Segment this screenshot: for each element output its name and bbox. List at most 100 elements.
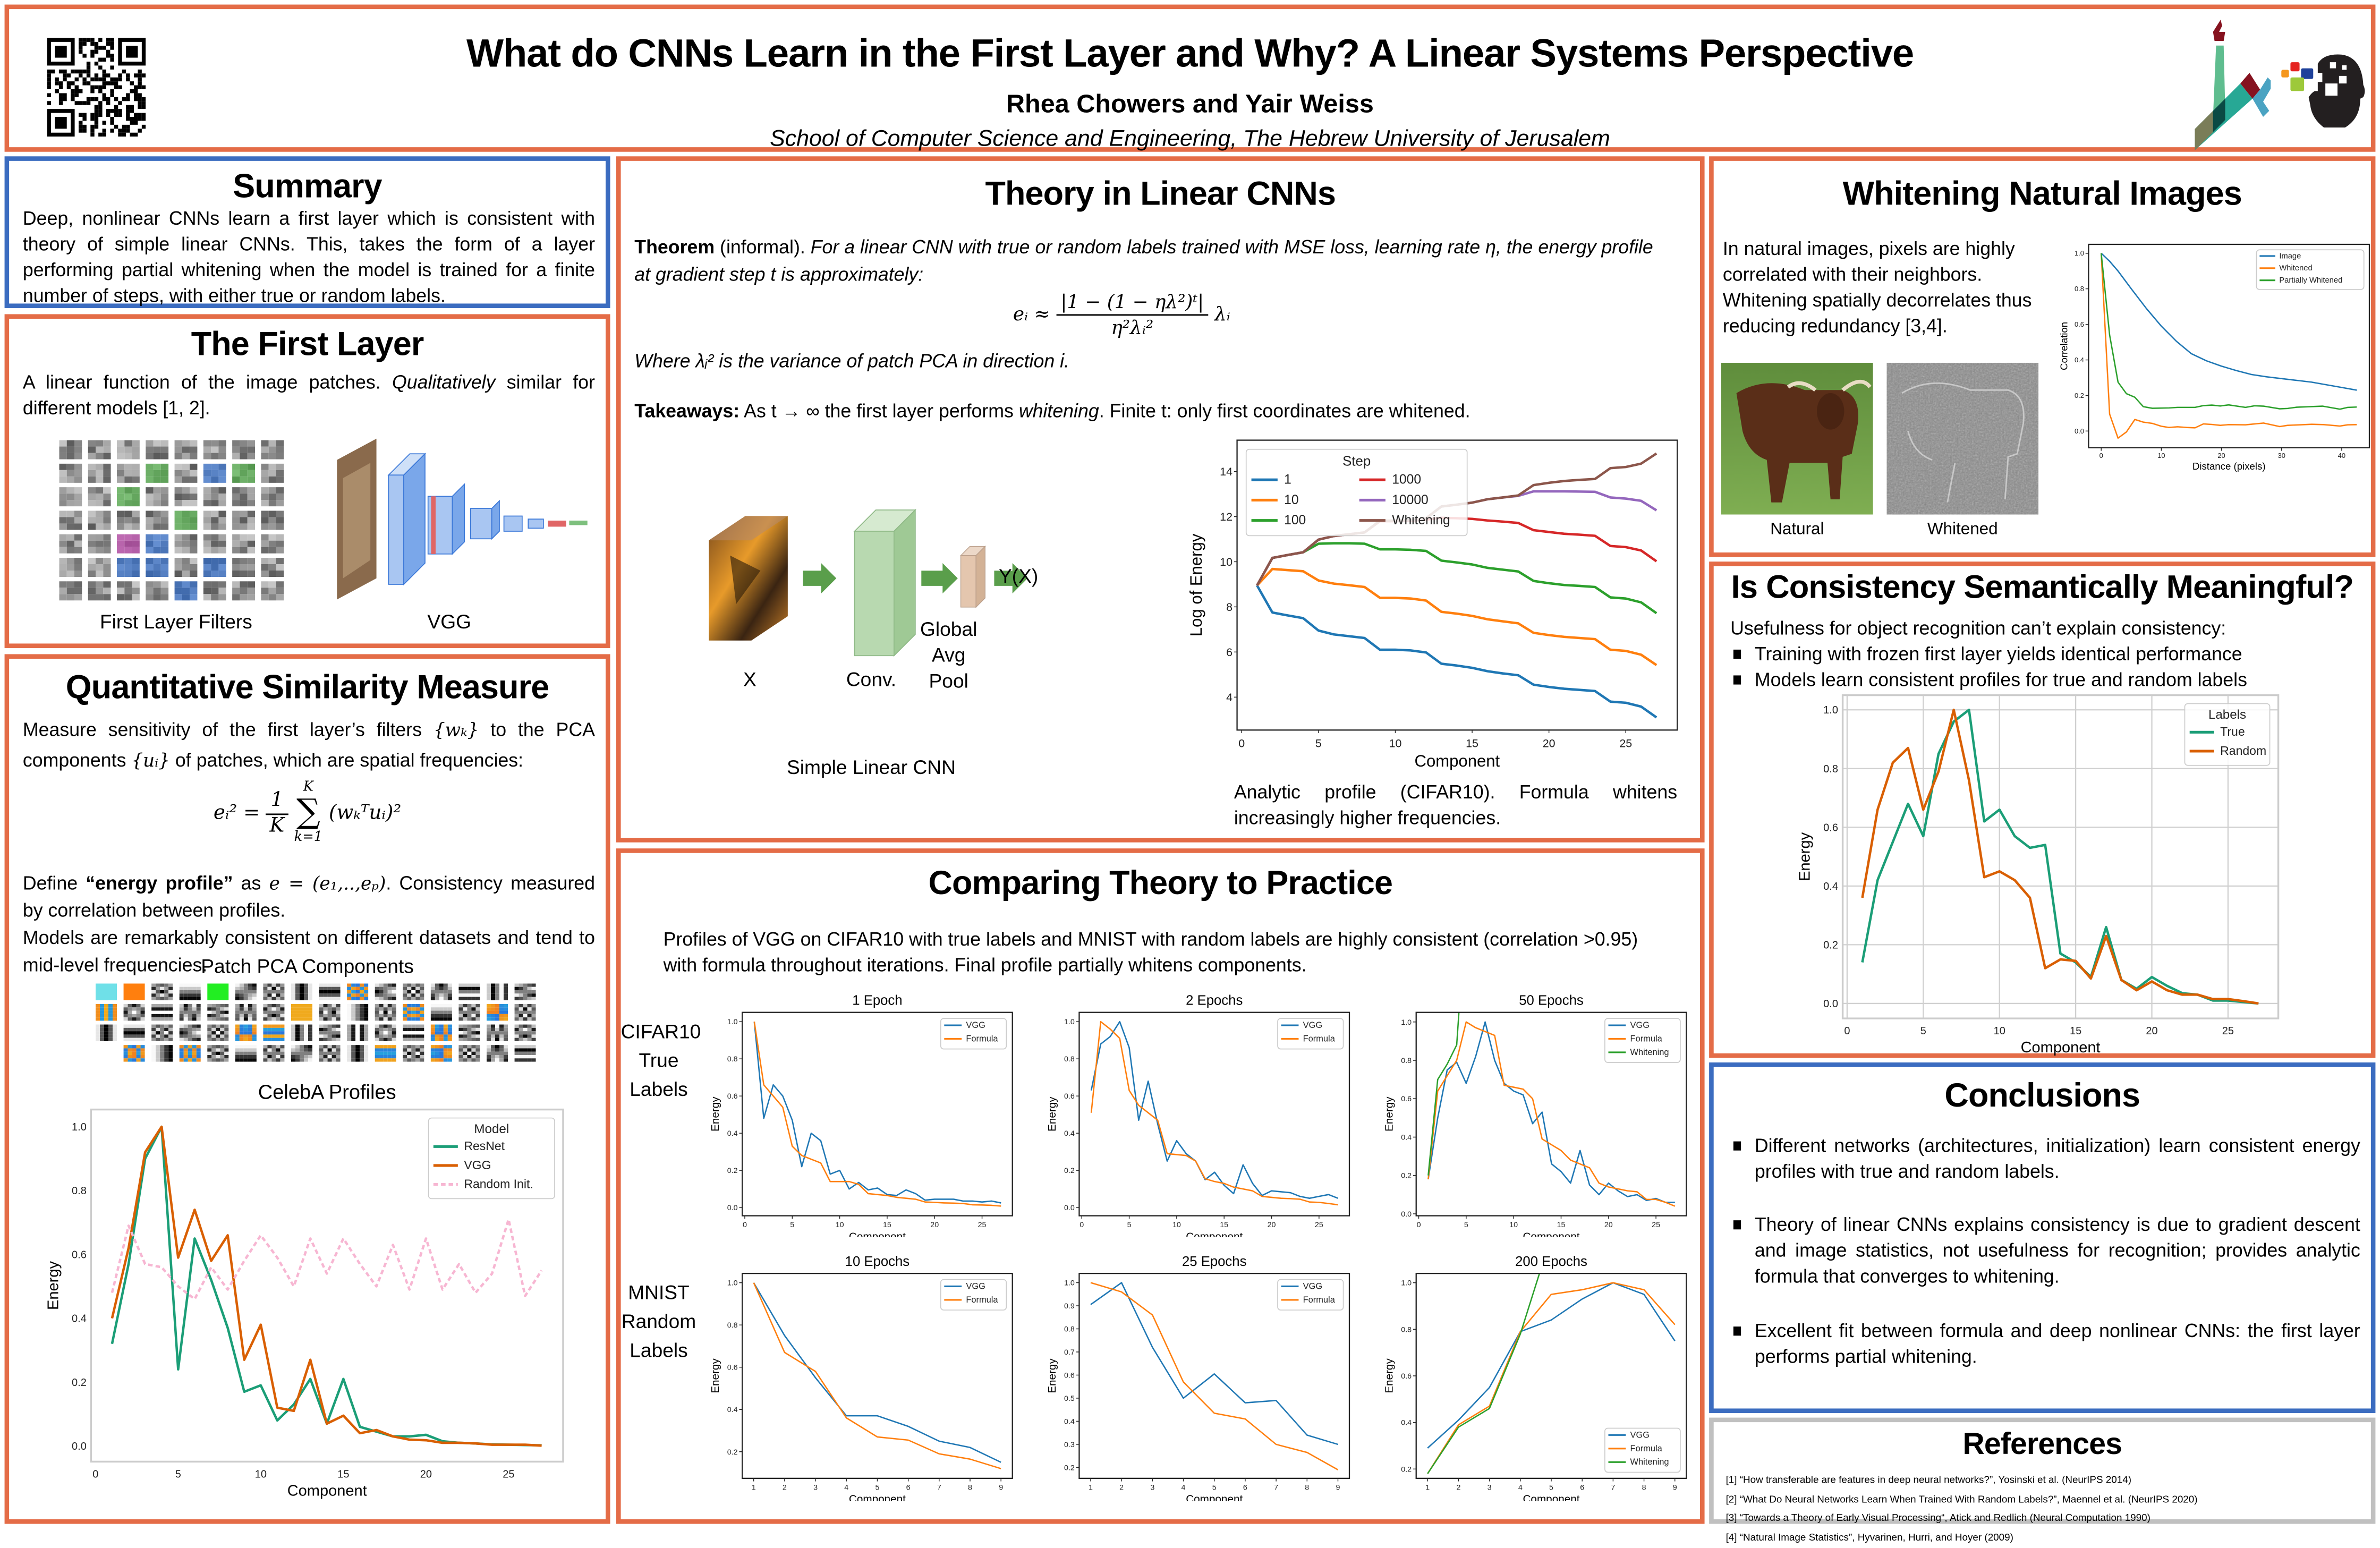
y-tick-label: 0.2 bbox=[72, 1377, 87, 1389]
x-tick-label: 10 bbox=[2157, 452, 2165, 460]
whitened-image bbox=[1886, 362, 2039, 515]
x-axis-label: Component bbox=[2021, 1039, 2101, 1056]
legend-label: Random Init. bbox=[464, 1177, 533, 1190]
series-line-10 bbox=[1256, 567, 1658, 666]
qr-code[interactable] bbox=[47, 38, 146, 137]
legend-label: Partially Whitened bbox=[2279, 276, 2342, 285]
legend-label: VGG bbox=[1630, 1020, 1650, 1030]
legend-label: 1000 bbox=[1392, 473, 1421, 487]
whitened-caption: Whitened bbox=[1927, 521, 1998, 539]
legend-label: Whitening bbox=[1630, 1457, 1669, 1467]
section-title: Quantitative Similarity Measure bbox=[65, 668, 549, 706]
x-tick-label: 20 bbox=[2146, 1025, 2157, 1037]
sum-lower: k=1 bbox=[294, 830, 323, 846]
first-layer-text: A linear function of the image patches. … bbox=[23, 370, 595, 422]
theory-section: Theory in Linear CNNs Theorem (informal)… bbox=[616, 156, 1705, 843]
consistency-section: Is Consistency Semantically Meaningful? … bbox=[1709, 562, 2376, 1058]
y-axis-label: Energy bbox=[709, 1358, 721, 1393]
series-line-formula bbox=[1090, 1020, 1338, 1206]
legend-label: Formula bbox=[1303, 1295, 1336, 1305]
patch-pca-components-image bbox=[96, 983, 536, 1062]
y-tick-label: 0.8 bbox=[72, 1185, 87, 1197]
x-axis-label: Component bbox=[287, 1482, 367, 1499]
legend-label: ResNet bbox=[464, 1139, 505, 1153]
section-title: Comparing Theory to Practice bbox=[928, 863, 1393, 902]
x-tick-label: 2 bbox=[783, 1483, 787, 1492]
x-tick-label: 15 bbox=[1466, 737, 1478, 750]
y-tick-label: 0.2 bbox=[2075, 392, 2084, 399]
bullet-icon bbox=[1733, 675, 1741, 685]
x-tick-label: 0 bbox=[92, 1468, 98, 1480]
x-tick-label: 20 bbox=[2217, 452, 2225, 460]
vgg-caption: VGG bbox=[427, 610, 472, 633]
legend-label: Formula bbox=[966, 1295, 998, 1305]
y-tick-label: 0.8 bbox=[727, 1055, 738, 1064]
section-title: Whitening Natural Images bbox=[1842, 174, 2242, 212]
label-line: CIFAR10 bbox=[620, 1020, 701, 1043]
series-line-vgg bbox=[753, 1282, 1001, 1463]
x-tick-label: 7 bbox=[1274, 1483, 1278, 1492]
x-tick-label: 4 bbox=[1182, 1483, 1186, 1492]
legend-box bbox=[1604, 1018, 1681, 1063]
consistency-intro: Usefulness for object recognition can’t … bbox=[1730, 617, 2226, 639]
legend-title: Step bbox=[1342, 454, 1371, 469]
label-line: MNIST bbox=[628, 1281, 690, 1304]
legend-label: Formula bbox=[1630, 1444, 1663, 1453]
x-tick-label: 15 bbox=[883, 1221, 891, 1229]
chart-legend: VGG Formula bbox=[940, 1018, 1007, 1050]
first-layer-filters-image bbox=[59, 440, 284, 601]
diagram-pool-label: Global Avg Pool bbox=[920, 617, 978, 692]
chart-title: 25 Epochs bbox=[1182, 1254, 1246, 1269]
x-tick-label: 5 bbox=[175, 1468, 181, 1480]
x-tick-label: 20 bbox=[1543, 737, 1556, 750]
y-axis-label: Energy bbox=[1797, 832, 1814, 881]
x-tick-label: 15 bbox=[2070, 1025, 2081, 1037]
x-tick-label: 5 bbox=[1212, 1483, 1217, 1492]
chart-2-epochs: 0.0 0.2 0.4 0.6 0.8 1.0 0 5 10 15 20 25 2 Epochs Comp… bbox=[1046, 993, 1350, 1237]
chart-legend: VGG Formula Whitening bbox=[1604, 1427, 1681, 1473]
x-axis-label: Component bbox=[1415, 752, 1500, 770]
x-tick-label: 0 bbox=[1417, 1221, 1421, 1229]
pca-caption: Patch PCA Components bbox=[201, 955, 414, 977]
y-tick-label: 0.8 bbox=[1064, 1325, 1075, 1334]
references-section: References [1] “How transferable are fea… bbox=[1709, 1417, 2376, 1543]
plot-frame bbox=[2088, 243, 2370, 449]
y-tick-label: 0.6 bbox=[2075, 320, 2084, 328]
denominator: η²λᵢ² bbox=[1111, 316, 1154, 339]
series-line-formula bbox=[753, 1282, 1001, 1469]
text: A linear function of the image patches. bbox=[22, 372, 392, 393]
y-axis-label: Energy bbox=[1383, 1096, 1395, 1132]
takeaways-label: Takeaways: bbox=[634, 401, 740, 422]
legend-label: Random bbox=[2220, 744, 2266, 758]
text: As t → ∞ the first layer performs bbox=[740, 401, 1019, 422]
legend-label: Formula bbox=[966, 1034, 998, 1043]
y-tick-label: 6 bbox=[1226, 646, 1232, 659]
series-line-vgg bbox=[1090, 1020, 1339, 1199]
x-tick-label: 15 bbox=[1557, 1221, 1566, 1229]
chart-200-epochs: 0.2 0.4 0.6 0.8 1.0 1 2 3 4 5 6 7 8 9 200 Epochs Compon… bbox=[1383, 1254, 1687, 1501]
x-tick-label: 25 bbox=[503, 1468, 514, 1480]
y-tick-label: 0.9 bbox=[1064, 1302, 1075, 1311]
y-tick-label: 0.4 bbox=[1823, 881, 1838, 892]
bullet-text: Models learn consistent profiles for tru… bbox=[1754, 669, 2247, 691]
x-tick-label: 7 bbox=[937, 1483, 941, 1492]
series-line-formula bbox=[1427, 1282, 1676, 1474]
legend-label: Whitened bbox=[2279, 264, 2312, 273]
y-tick-label: 0.8 bbox=[1401, 1057, 1412, 1065]
takeaways-text: Takeaways: As t → ∞ the first layer perf… bbox=[634, 399, 1685, 425]
series-line-whitened bbox=[2100, 253, 2357, 439]
chart-legend: VGG Formula bbox=[1277, 1018, 1344, 1050]
y-tick-label: 1.0 bbox=[2075, 249, 2084, 257]
bullet-icon bbox=[1733, 1141, 1741, 1151]
reference-list: [1] “How transferable are features in de… bbox=[1726, 1472, 2198, 1548]
y-tick-label: 1.0 bbox=[1064, 1279, 1075, 1288]
x-tick-label: 10 bbox=[255, 1468, 267, 1480]
legend-title: Labels bbox=[2208, 708, 2246, 722]
x-tick-label: 40 bbox=[2338, 452, 2345, 460]
x-tick-label: 20 bbox=[1268, 1221, 1276, 1229]
y-tick-label: 1.0 bbox=[1401, 1018, 1412, 1027]
reference-item: [4] “Natural Image Statistics”, Hyvarine… bbox=[1726, 1532, 2013, 1543]
y-tick-label: 0.2 bbox=[1064, 1167, 1075, 1175]
denominator: K bbox=[269, 814, 285, 837]
y-tick-label: 1.0 bbox=[72, 1121, 87, 1133]
